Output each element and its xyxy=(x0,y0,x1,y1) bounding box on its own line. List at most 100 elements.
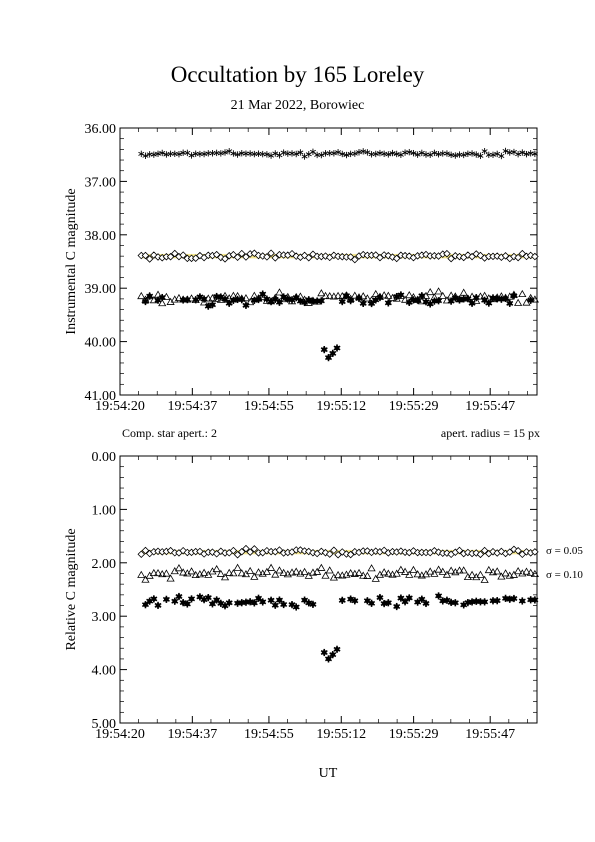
y-tick-label: 2.00 xyxy=(92,557,117,572)
data-point xyxy=(392,569,401,577)
data-point xyxy=(162,595,170,603)
data-point xyxy=(354,568,364,576)
data-point xyxy=(271,601,279,609)
data-point xyxy=(375,570,385,578)
data-point xyxy=(233,563,242,571)
data-point xyxy=(431,149,438,157)
data-point xyxy=(183,296,191,304)
data-point xyxy=(406,148,413,156)
data-point xyxy=(443,150,450,157)
data-point xyxy=(359,571,368,579)
sigma-label-2: σ = 0.10 xyxy=(546,569,583,581)
data-point xyxy=(360,148,367,155)
data-point xyxy=(267,596,275,604)
data-point xyxy=(292,603,300,611)
data-point xyxy=(434,287,443,295)
data-point xyxy=(368,299,376,308)
data-point xyxy=(526,568,535,576)
data-point xyxy=(435,592,443,600)
data-point xyxy=(297,149,304,156)
data-point xyxy=(434,548,443,556)
data-point xyxy=(154,601,162,610)
data-point xyxy=(188,595,196,603)
data-point xyxy=(183,600,191,608)
y-tick-label: 0.00 xyxy=(92,450,117,465)
data-point xyxy=(402,149,409,156)
data-point xyxy=(384,599,392,607)
y-tick-label: 36.00 xyxy=(85,122,117,137)
data-point xyxy=(393,150,400,158)
data-point xyxy=(259,150,266,158)
data-point xyxy=(149,568,158,577)
data-point xyxy=(376,293,384,302)
data-point xyxy=(476,570,485,578)
y-axis-label: Relative C magnitude xyxy=(64,528,79,650)
data-point xyxy=(153,568,163,577)
data-point xyxy=(368,151,375,158)
data-point xyxy=(472,549,481,557)
data-point xyxy=(222,149,229,156)
data-point xyxy=(430,546,439,555)
data-point xyxy=(338,596,346,604)
data-point xyxy=(405,298,413,307)
data-point xyxy=(254,594,263,602)
data-point xyxy=(179,568,188,576)
data-point xyxy=(359,299,367,307)
data-point xyxy=(166,297,175,305)
data-point xyxy=(385,151,392,158)
data-point xyxy=(221,295,229,303)
data-point xyxy=(442,570,452,578)
data-point xyxy=(468,299,476,307)
data-point xyxy=(455,546,464,555)
data-series xyxy=(141,592,539,663)
data-point xyxy=(250,572,259,580)
data-point xyxy=(142,152,149,160)
data-point xyxy=(238,547,246,556)
data-point xyxy=(506,299,514,307)
data-point xyxy=(174,564,184,572)
data-point xyxy=(200,295,208,303)
data-point xyxy=(518,597,526,605)
data-point xyxy=(317,297,325,305)
data-point xyxy=(325,550,334,558)
data-point xyxy=(472,573,481,581)
data-point xyxy=(455,566,464,574)
data-point xyxy=(509,570,519,578)
data-point xyxy=(309,548,317,557)
data-point xyxy=(317,563,326,571)
data-point xyxy=(493,567,502,575)
data-point xyxy=(530,569,539,578)
data-point xyxy=(356,149,363,156)
data-point xyxy=(324,354,333,362)
data-series xyxy=(137,544,539,559)
data-point xyxy=(351,597,359,605)
data-point xyxy=(225,299,233,307)
data-point xyxy=(477,152,484,160)
data-point xyxy=(280,149,287,156)
data-point xyxy=(515,150,522,158)
data-point xyxy=(238,296,246,304)
data-point xyxy=(531,596,539,604)
data-point xyxy=(502,294,510,303)
data-point xyxy=(175,150,182,158)
data-point xyxy=(175,592,183,601)
data-point xyxy=(250,545,259,553)
x-tick-label: 19:55:12 xyxy=(316,727,366,742)
data-point xyxy=(326,150,333,157)
data-point xyxy=(514,298,523,306)
data-point xyxy=(443,249,451,258)
data-point xyxy=(166,546,175,555)
data-point xyxy=(510,292,518,300)
y-tick-label: 3.00 xyxy=(92,610,117,625)
data-point xyxy=(208,567,217,575)
data-point xyxy=(229,250,238,259)
data-point xyxy=(171,150,178,158)
data-point xyxy=(510,594,518,603)
data-point xyxy=(451,599,459,607)
data-point xyxy=(317,289,326,297)
data-point xyxy=(259,290,267,298)
x-tick-label: 19:54:37 xyxy=(167,727,217,742)
data-point xyxy=(137,570,146,578)
data-point xyxy=(502,147,509,155)
data-point xyxy=(149,296,158,304)
